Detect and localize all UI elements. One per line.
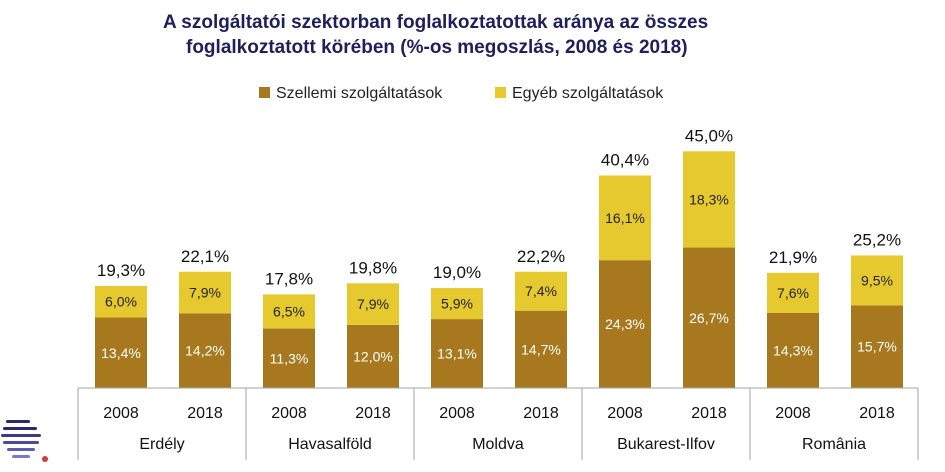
total-label: 19,3% [97,261,145,280]
year-tick-label: 2018 [859,405,895,422]
bar-segment-szellemi [767,312,819,388]
data-label-egyeb: 6,5% [273,303,305,319]
bar-segment-egyeb [767,272,819,313]
data-label-egyeb: 7,6% [777,285,809,301]
year-tick-label: 2008 [607,405,643,422]
bar-segment-szellemi [515,310,567,388]
legend-swatch-szellemi [259,87,270,98]
bar-segment-szellemi [431,319,483,388]
chart-title-line-1: A szolgáltatói szektorban foglalkoztatot… [163,12,708,33]
data-label-egyeb: 16,1% [605,210,645,226]
total-label: 19,8% [349,258,397,277]
group-label: Havasalföld [288,436,372,453]
bars: 13,4% 6,0% 19,3% 14,2% 7,9% 22,1% 11,3% 6,5% 17,… [95,126,903,388]
bar-segment-egyeb [263,294,315,329]
data-label-szellemi: 13,1% [437,346,477,362]
data-label-szellemi: 11,3% [270,350,309,366]
bar-segment-egyeb [851,255,903,306]
group-label: Bukarest-Ilfov [617,436,715,453]
year-tick-label: 2018 [691,405,727,422]
bar-segment-szellemi [599,260,651,388]
data-label-szellemi: 15,7% [857,339,897,355]
total-label: 40,4% [601,150,649,169]
legend: Szellemi szolgáltatások Egyéb szolgáltat… [259,85,664,102]
data-label-egyeb: 5,9% [441,296,473,312]
bar-segment-egyeb [431,288,483,320]
bar-segment-szellemi [179,313,231,388]
bar-segment-egyeb [179,271,231,314]
data-label-szellemi: 26,7% [689,310,729,326]
data-label-szellemi: 13,4% [101,345,141,361]
group-label: România [802,436,866,453]
total-label: 22,2% [517,247,565,266]
data-label-szellemi: 24,3% [605,316,645,332]
data-label-egyeb: 7,9% [357,296,389,312]
total-label: 19,0% [433,263,481,282]
data-label-szellemi: 14,2% [185,343,225,359]
bar-segment-egyeb [515,271,567,311]
data-label-egyeb: 6,0% [105,294,137,310]
bar-segment-szellemi [347,324,399,388]
bar-segment-egyeb [347,283,399,325]
data-label-egyeb: 9,5% [861,272,893,288]
year-tick-label: 2008 [439,405,475,422]
bar-segment-szellemi [683,247,735,388]
group-label: Erdély [139,436,184,453]
year-tick-label: 2018 [187,405,223,422]
chart-title: A szolgáltatói szektorban foglalkoztatot… [163,12,708,58]
data-label-szellemi: 14,7% [521,341,561,357]
chart-title-line-2: foglalkoztatott körében (%-os megoszlás,… [186,37,688,58]
group-label: Moldva [472,436,524,453]
year-tick-label: 2008 [103,405,139,422]
bar-segment-szellemi [95,317,147,388]
data-label-szellemi: 14,3% [773,342,813,358]
data-label-egyeb: 18,3% [689,191,729,207]
legend-label-egyeb: Egyéb szolgáltatások [512,85,664,102]
total-label: 21,9% [769,248,817,267]
bar-segment-egyeb [683,151,735,248]
year-tick-label: 2008 [775,405,811,422]
bar-segment-szellemi [851,305,903,388]
data-label-szellemi: 12,0% [353,348,393,364]
legend-swatch-egyeb [495,87,506,98]
year-tick-label: 2008 [271,405,307,422]
total-label: 17,8% [265,269,313,288]
stacked-lines-logo-icon [1,420,48,462]
total-label: 22,1% [181,247,229,266]
total-label: 45,0% [685,126,733,145]
data-label-egyeb: 7,4% [525,283,557,299]
category-axis: 2008 2018 2008 2018 2008 2018 2008 2018 2008 2018… [77,387,919,460]
year-tick-label: 2018 [523,405,559,422]
bar-segment-szellemi [263,328,315,388]
legend-label-szellemi: Szellemi szolgáltatások [276,85,443,102]
bar-segment-egyeb [599,175,651,261]
total-label: 25,2% [853,230,901,249]
bar-segment-egyeb [95,285,147,318]
year-tick-label: 2018 [355,405,391,422]
data-label-egyeb: 7,9% [189,285,221,301]
